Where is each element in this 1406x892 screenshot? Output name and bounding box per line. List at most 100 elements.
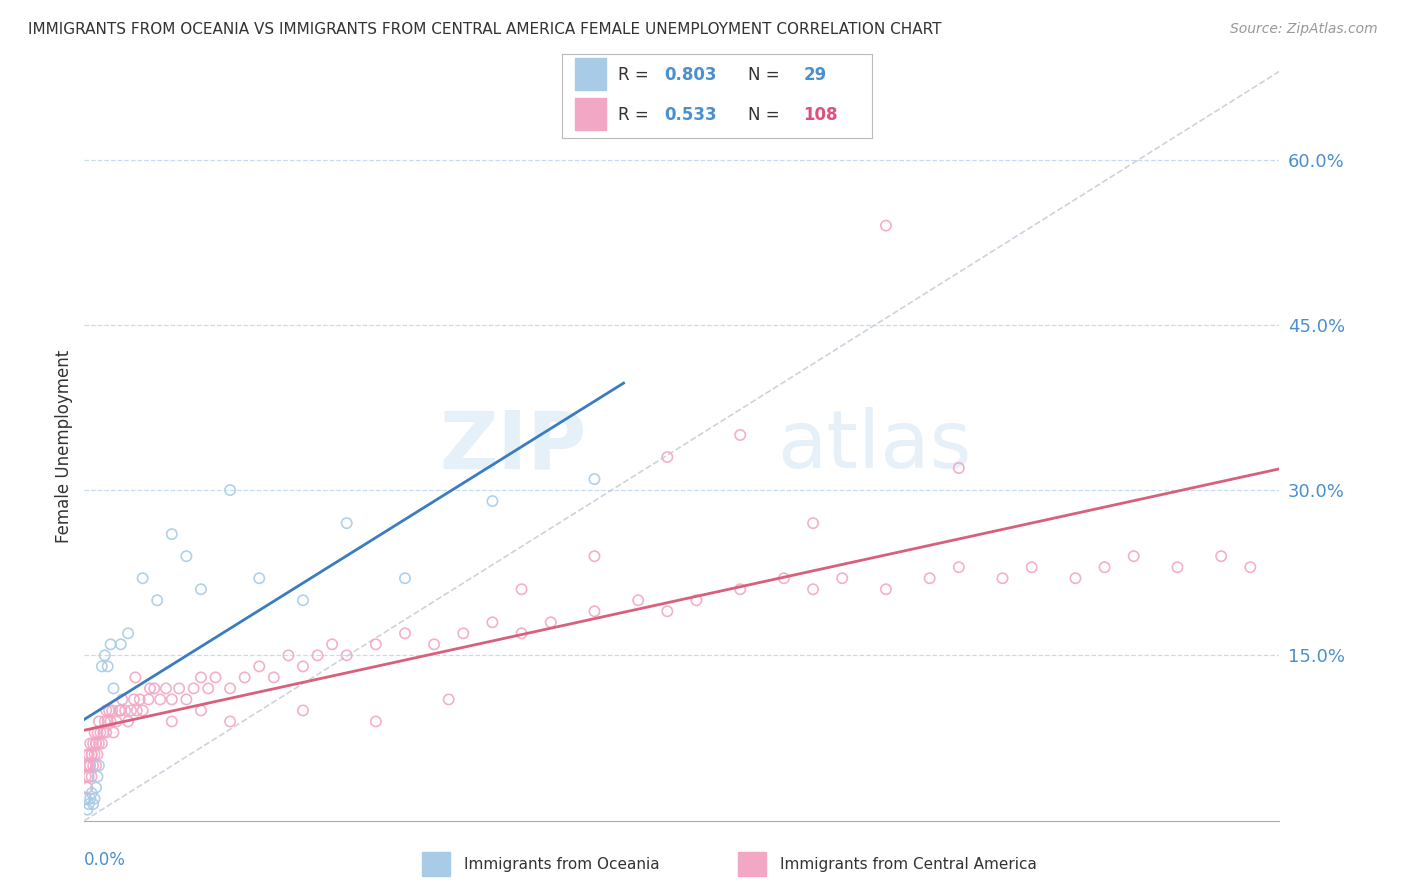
- Point: [101, 703, 124, 717]
- Point: [394, 571, 416, 585]
- Point: [80, 747, 103, 762]
- Point: [773, 571, 796, 585]
- Point: [131, 703, 153, 717]
- Point: [219, 483, 242, 497]
- Point: [685, 593, 707, 607]
- Point: [583, 472, 606, 486]
- Point: [481, 615, 503, 630]
- Point: [114, 703, 136, 717]
- Point: [176, 692, 198, 706]
- Point: [86, 770, 108, 784]
- Bar: [575, 97, 606, 130]
- Point: [1021, 560, 1043, 574]
- Point: [1239, 560, 1261, 574]
- Point: [79, 737, 101, 751]
- Point: [160, 527, 183, 541]
- Point: [307, 648, 329, 663]
- Point: [510, 582, 533, 597]
- Point: [87, 737, 110, 751]
- Point: [247, 571, 270, 585]
- Point: [190, 670, 212, 684]
- Point: [143, 681, 166, 696]
- Point: [100, 714, 122, 729]
- Point: [146, 593, 169, 607]
- Point: [83, 747, 105, 762]
- Point: [948, 560, 970, 574]
- Point: [167, 681, 190, 696]
- Point: [1211, 549, 1233, 564]
- Point: [84, 758, 107, 772]
- Point: [110, 703, 132, 717]
- Text: Immigrants from Oceania: Immigrants from Oceania: [464, 857, 659, 871]
- Point: [75, 791, 97, 805]
- Point: [131, 571, 153, 585]
- Text: Immigrants from Central America: Immigrants from Central America: [780, 857, 1038, 871]
- Point: [453, 626, 475, 640]
- Point: [657, 604, 679, 618]
- Point: [96, 703, 118, 717]
- Point: [728, 582, 751, 597]
- Point: [336, 516, 359, 530]
- Point: [510, 626, 533, 640]
- Point: [219, 714, 242, 729]
- Point: [125, 703, 148, 717]
- Point: [91, 725, 114, 739]
- Point: [76, 780, 98, 795]
- Text: 0.0%: 0.0%: [84, 851, 127, 869]
- Point: [117, 626, 139, 640]
- Point: [108, 703, 131, 717]
- Point: [364, 637, 387, 651]
- Point: [77, 770, 100, 784]
- Point: [84, 780, 107, 795]
- Point: [583, 549, 606, 564]
- Point: [481, 494, 503, 508]
- Point: [77, 758, 100, 772]
- Point: [84, 737, 107, 751]
- Point: [364, 714, 387, 729]
- Text: ZIP: ZIP: [439, 407, 586, 485]
- Point: [97, 659, 120, 673]
- Point: [394, 626, 416, 640]
- Point: [87, 714, 110, 729]
- Text: 29: 29: [804, 66, 827, 84]
- Point: [627, 593, 650, 607]
- Point: [124, 670, 146, 684]
- Point: [183, 681, 205, 696]
- Point: [77, 797, 100, 811]
- Point: [77, 747, 100, 762]
- Point: [128, 692, 150, 706]
- Point: [120, 703, 142, 717]
- Point: [90, 659, 112, 673]
- Point: [263, 670, 285, 684]
- Point: [139, 681, 162, 696]
- Point: [94, 714, 117, 729]
- Point: [94, 648, 117, 663]
- Point: [76, 758, 98, 772]
- Point: [103, 681, 125, 696]
- Point: [423, 637, 446, 651]
- Point: [149, 692, 172, 706]
- Point: [155, 681, 177, 696]
- Point: [86, 747, 108, 762]
- Point: [76, 747, 98, 762]
- Point: [583, 604, 606, 618]
- Point: [190, 703, 212, 717]
- Point: [79, 791, 101, 805]
- Point: [82, 737, 104, 751]
- Point: [277, 648, 299, 663]
- Point: [87, 758, 110, 772]
- Text: 0.533: 0.533: [665, 105, 717, 123]
- Point: [1166, 560, 1188, 574]
- Point: [80, 747, 103, 762]
- Point: [84, 737, 107, 751]
- Point: [83, 791, 105, 805]
- Point: [82, 758, 104, 772]
- Point: [105, 714, 128, 729]
- Point: [1094, 560, 1116, 574]
- Point: [1064, 571, 1087, 585]
- Point: [321, 637, 343, 651]
- Point: [75, 758, 97, 772]
- Point: [437, 692, 460, 706]
- Point: [176, 549, 198, 564]
- Point: [831, 571, 853, 585]
